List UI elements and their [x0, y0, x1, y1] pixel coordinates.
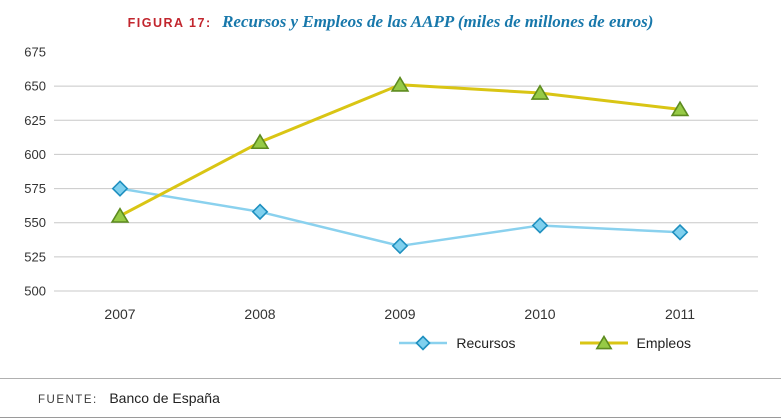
source-label: FUENTE:	[38, 394, 98, 406]
y-tick-label: 675	[24, 45, 46, 60]
series-line-recursos	[118, 187, 682, 248]
legend-item-recursos: Recursos	[399, 334, 516, 352]
chart-legend: Recursos Empleos	[0, 330, 781, 356]
figure-title-text: Recursos y Empleos de las AAPP (miles de…	[222, 12, 654, 31]
figure-footer: FUENTE: Banco de España	[0, 378, 781, 417]
x-tick-label: 2007	[104, 306, 135, 322]
figure-number-label: FIGURA 17:	[127, 16, 212, 30]
y-tick-label: 600	[24, 147, 46, 162]
legend-label: Empleos	[636, 335, 691, 351]
diamond-marker	[111, 180, 129, 197]
triangle-marker	[390, 76, 410, 92]
x-tick-label: 2009	[384, 306, 415, 322]
source-text: Banco de España	[109, 390, 220, 406]
x-tick-label: 2008	[244, 306, 275, 322]
y-tick-label: 650	[24, 79, 46, 94]
series-line-empleos	[118, 83, 682, 218]
legend-label: Recursos	[456, 335, 516, 351]
legend-swatch	[399, 335, 448, 351]
triangle-marker	[594, 334, 613, 350]
diamond-marker	[531, 217, 549, 234]
triangle-marker	[250, 133, 270, 150]
y-tick-label: 525	[24, 249, 46, 264]
y-tick-label: 575	[24, 181, 46, 196]
y-tick-label: 550	[24, 215, 46, 230]
figure-title: FIGURA 17: Recursos y Empleos de las AAP…	[0, 12, 781, 32]
diamond-marker	[251, 203, 269, 221]
diamond-marker	[391, 237, 409, 255]
x-tick-label: 2010	[524, 306, 555, 322]
diamond-marker	[671, 223, 689, 241]
triangle-marker	[530, 84, 550, 100]
chart: 500 525 550 575 600 625 650 675 2007 2008 2009 2010…	[24, 45, 758, 322]
diamond-marker	[415, 335, 432, 351]
legend-item-empleos: Empleos	[579, 334, 691, 352]
x-tick-label: 2011	[665, 306, 695, 322]
triangle-marker	[110, 207, 130, 223]
y-tick-label: 625	[24, 113, 46, 128]
legend-swatch	[579, 334, 628, 350]
triangle-marker	[670, 100, 690, 117]
y-tick-label: 500	[24, 284, 46, 299]
